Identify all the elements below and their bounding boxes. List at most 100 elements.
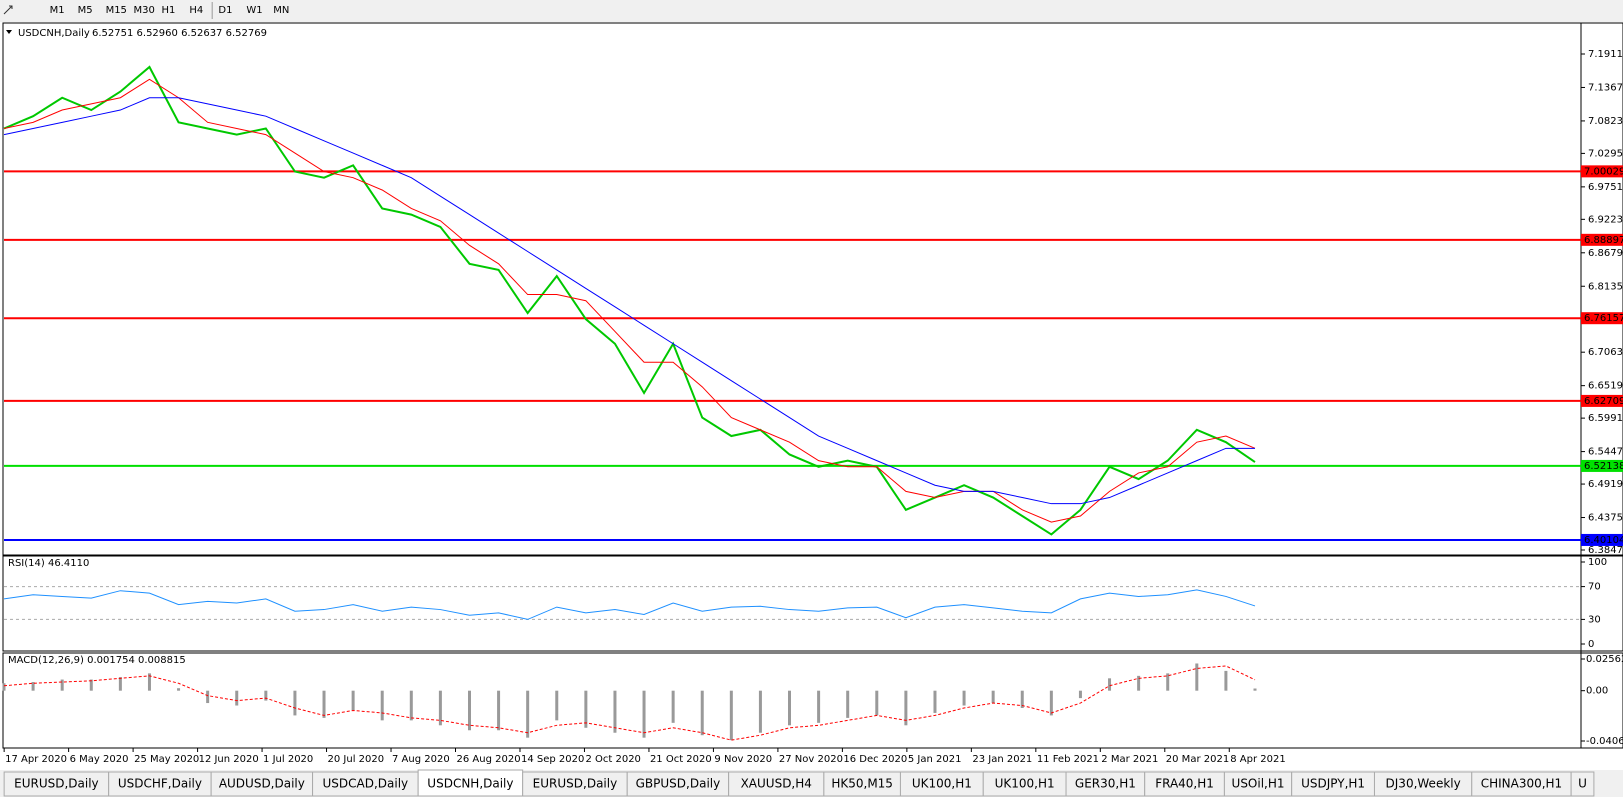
tab[interactable]	[1223, 771, 1293, 797]
tab-label[interactable]: FRA40,H1	[1155, 777, 1214, 791]
level-label: 6.40104	[1584, 535, 1623, 546]
rsi-line	[3, 589, 1256, 620]
macd-signal	[3, 665, 1256, 741]
cursor-icon[interactable]	[3, 5, 13, 15]
x-tick-label: 11 Feb 2021	[1037, 754, 1099, 765]
level-label-bg	[1581, 533, 1623, 546]
level-label: 6.88897	[1584, 235, 1623, 246]
tab[interactable]	[1144, 771, 1225, 797]
y-tick-label: 6.70630	[1588, 347, 1623, 358]
tab[interactable]	[210, 771, 314, 797]
tab-label[interactable]: EURUSD,Daily	[14, 777, 99, 791]
tab[interactable]	[1373, 771, 1473, 797]
y-tick-label: 6.81350	[1588, 281, 1623, 292]
x-tick-label: 20 Jul 2020	[328, 754, 385, 765]
tab-label[interactable]: USDJPY,H1	[1301, 777, 1365, 791]
tab-label[interactable]: CHINA300,H1	[1481, 777, 1563, 791]
tab-label[interactable]: USDCHF,Daily	[118, 777, 202, 791]
level-label: 7.00029	[1584, 166, 1623, 177]
y-tick-label: 7.13670	[1588, 82, 1623, 93]
timeframe-button[interactable]: M15	[106, 5, 127, 16]
level-label: 6.62709	[1584, 396, 1623, 407]
y-tick-label: 6.86790	[1588, 248, 1623, 259]
ohlc-readout: 6.52751 6.52960 6.52637 6.52769	[92, 28, 267, 39]
level-label: 6.76157	[1584, 313, 1623, 324]
tab-label[interactable]: DJ30,Weekly	[1386, 777, 1461, 791]
x-tick-label: 2 Oct 2020	[585, 754, 640, 765]
tab[interactable]	[728, 771, 825, 797]
x-tick-label: 25 May 2020	[134, 754, 199, 765]
x-tick-label: 9 Nov 2020	[714, 754, 772, 765]
y-tick-label: 7.08230	[1588, 116, 1623, 127]
price-series	[3, 97, 1255, 505]
tab[interactable]	[1471, 771, 1572, 797]
y-tick-label: 70	[1588, 582, 1601, 593]
tab-label[interactable]: U	[1578, 777, 1587, 791]
y-tick-label: -0.040687	[1586, 736, 1623, 747]
x-tick-label: 20 Mar 2021	[1166, 754, 1229, 765]
tab[interactable]	[899, 771, 984, 797]
timeframe-button[interactable]: H4	[189, 5, 203, 16]
level-label-bg	[1581, 233, 1623, 246]
y-tick-label: 6.59910	[1588, 413, 1623, 424]
tab[interactable]	[1291, 771, 1375, 797]
y-tick-label: 6.65190	[1588, 381, 1623, 392]
y-tick-label: 6.38470	[1588, 545, 1623, 556]
timeframe-button[interactable]: W1	[246, 5, 262, 16]
title-arrow	[6, 30, 12, 34]
rsi-label: RSI(14) 46.4110	[8, 558, 89, 569]
level-label: 6.52138	[1584, 461, 1623, 472]
y-tick-label: 100	[1588, 557, 1607, 568]
tab[interactable]	[1065, 771, 1146, 797]
tab-label[interactable]: AUDUSD,Daily	[219, 777, 305, 791]
level-label-bg	[1581, 165, 1623, 178]
tab[interactable]	[522, 771, 628, 797]
y-tick-label: 6.92230	[1588, 214, 1623, 225]
y-tick-label: 6.43750	[1588, 513, 1623, 524]
x-tick-label: 8 Apr 2021	[1230, 754, 1285, 765]
tab[interactable]	[312, 771, 419, 797]
main-panel	[2, 22, 1623, 556]
y-tick-label: 7.19110	[1588, 49, 1623, 60]
macd-label: MACD(12,26,9) 0.001754 0.008815	[8, 655, 186, 666]
x-tick-label: 14 Sep 2020	[521, 754, 584, 765]
rsi-panel	[2, 555, 1623, 652]
x-tick-label: 6 May 2020	[70, 754, 129, 765]
tab-label[interactable]: UK100,H1	[995, 777, 1055, 791]
timeframe-button[interactable]: M5	[78, 5, 93, 16]
x-tick-label: 27 Nov 2020	[779, 754, 843, 765]
y-tick-label: 6.97510	[1588, 182, 1623, 193]
timeframe-button[interactable]: D1	[218, 5, 232, 16]
y-tick-label: 30	[1588, 614, 1601, 625]
macd-panel	[2, 652, 1623, 749]
y-tick-label: 6.49190	[1588, 479, 1623, 490]
x-tick-label: 26 Aug 2020	[457, 754, 521, 765]
tab-label[interactable]: GBPUSD,Daily	[636, 777, 721, 791]
tab[interactable]	[3, 771, 110, 797]
y-tick-label: 6.54470	[1588, 447, 1623, 458]
tab-label[interactable]: USDCNH,Daily	[427, 777, 513, 791]
tab-label[interactable]: USOil,H1	[1232, 777, 1285, 791]
timeframe-button[interactable]: M30	[134, 5, 155, 16]
level-label-bg	[1581, 459, 1623, 472]
tab[interactable]	[1570, 771, 1595, 797]
y-tick-label: 7.02950	[1588, 148, 1623, 159]
y-tick-label: 0.025623	[1586, 654, 1623, 665]
tab-label[interactable]: UK100,H1	[912, 777, 972, 791]
tab-label[interactable]: EURUSD,Daily	[533, 777, 618, 791]
tab-label[interactable]: GER30,H1	[1075, 777, 1136, 791]
tab-label[interactable]: USDCAD,Daily	[323, 777, 409, 791]
tab[interactable]	[626, 771, 730, 797]
timeframe-button[interactable]: MN	[273, 5, 289, 16]
tab[interactable]	[108, 771, 212, 797]
level-label-bg	[1581, 312, 1623, 325]
timeframe-button[interactable]: H1	[161, 5, 175, 16]
price-series	[3, 65, 1256, 536]
x-tick-label: 16 Dec 2020	[843, 754, 907, 765]
timeframe-button[interactable]: M1	[50, 5, 65, 16]
tab-label[interactable]: HK50,M15	[831, 777, 893, 791]
tab[interactable]	[417, 769, 524, 797]
x-tick-label: 5 Jan 2021	[908, 754, 962, 765]
tab-label[interactable]: XAUUSD,H4	[741, 777, 812, 791]
